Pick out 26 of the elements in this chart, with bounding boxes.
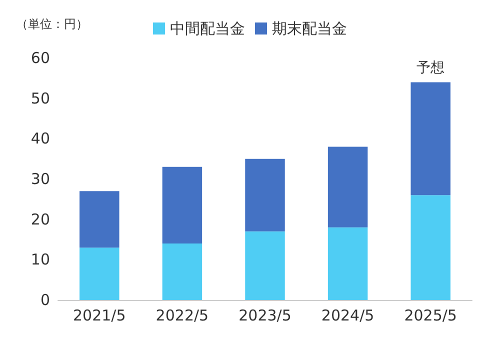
x-tick-label: 2022/5 [156, 306, 209, 324]
bar [162, 244, 202, 300]
bar [245, 231, 285, 300]
x-tick-label: 2025/5 [404, 306, 457, 324]
bar [80, 191, 120, 248]
legend-label: 期末配当金 [272, 20, 347, 38]
legend-label: 中間配当金 [170, 20, 245, 38]
x-tick-label: 2024/5 [321, 306, 374, 324]
bar [80, 248, 120, 300]
x-tick-label: 2021/5 [73, 306, 126, 324]
y-axis-title: （単位：円） [16, 17, 88, 31]
y-tick-label: 20 [30, 210, 50, 228]
y-tick-label: 30 [30, 170, 50, 188]
annotation: 予想 [416, 60, 445, 76]
bar [328, 146, 368, 228]
x-tick-label: 2023/5 [238, 306, 292, 324]
bar [162, 166, 202, 244]
bar [328, 227, 368, 300]
bar [410, 82, 450, 196]
y-tick-label: 0 [40, 291, 50, 309]
y-tick-label: 10 [30, 250, 50, 269]
y-tick-label: 40 [30, 130, 50, 148]
y-tick-label: 60 [30, 49, 50, 67]
bar [245, 158, 285, 232]
y-tick-label: 50 [30, 89, 50, 108]
bar [410, 195, 450, 300]
